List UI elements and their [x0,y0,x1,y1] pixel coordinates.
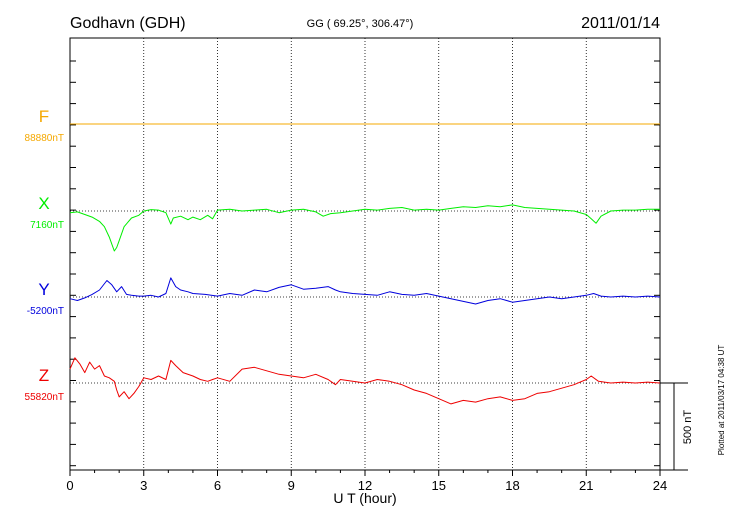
scale-bar-label: 500 nT [682,410,694,445]
series-line-y [69,277,661,305]
x-tick-marks: 0 3 6 9 12 15 18 21 24 [66,470,667,493]
x-tick-label: 9 [288,478,295,493]
series-baseline-value-y: -5200nT [27,306,64,317]
station-coordinates: GG ( 69.25°, 306.47°) [307,18,414,30]
station-title: Godhavn (GDH) [70,15,186,32]
series-baseline-value-f: 88880nT [25,133,64,144]
series-baseline-value-z: 55820nT [25,392,64,403]
x-tick-label: 6 [214,478,221,493]
x-tick-label: 18 [505,478,519,493]
x-tick-label: 15 [432,478,446,493]
x-tick-label: 3 [140,478,147,493]
x-tick-label: 0 [66,478,73,493]
x-tick-label: 24 [653,478,667,493]
date-label: 2011/01/14 [581,15,660,32]
series-name-f: F [39,107,49,126]
x-tick-label: 12 [358,478,372,493]
series-name-z: Z [39,366,49,385]
series-name-x: X [38,194,49,213]
x-tick-label: 21 [579,478,593,493]
series-line-x [69,204,660,252]
series-lines [69,123,661,405]
series-name-y: Y [38,280,49,299]
series-baseline-value-x: 7160nT [30,220,64,231]
series-labels: F 88880nT X 7160nT Y -5200nT Z 55820nT [25,107,64,403]
scale-bar: 500 nT [660,382,694,471]
x-axis-label: U T (hour) [333,490,396,506]
grid-lines [143,38,587,470]
plotted-timestamp: Plotted at 2011/03/17 04:38 UT [717,345,726,456]
y-tick-marks [70,60,660,467]
series-line-z [69,357,661,405]
